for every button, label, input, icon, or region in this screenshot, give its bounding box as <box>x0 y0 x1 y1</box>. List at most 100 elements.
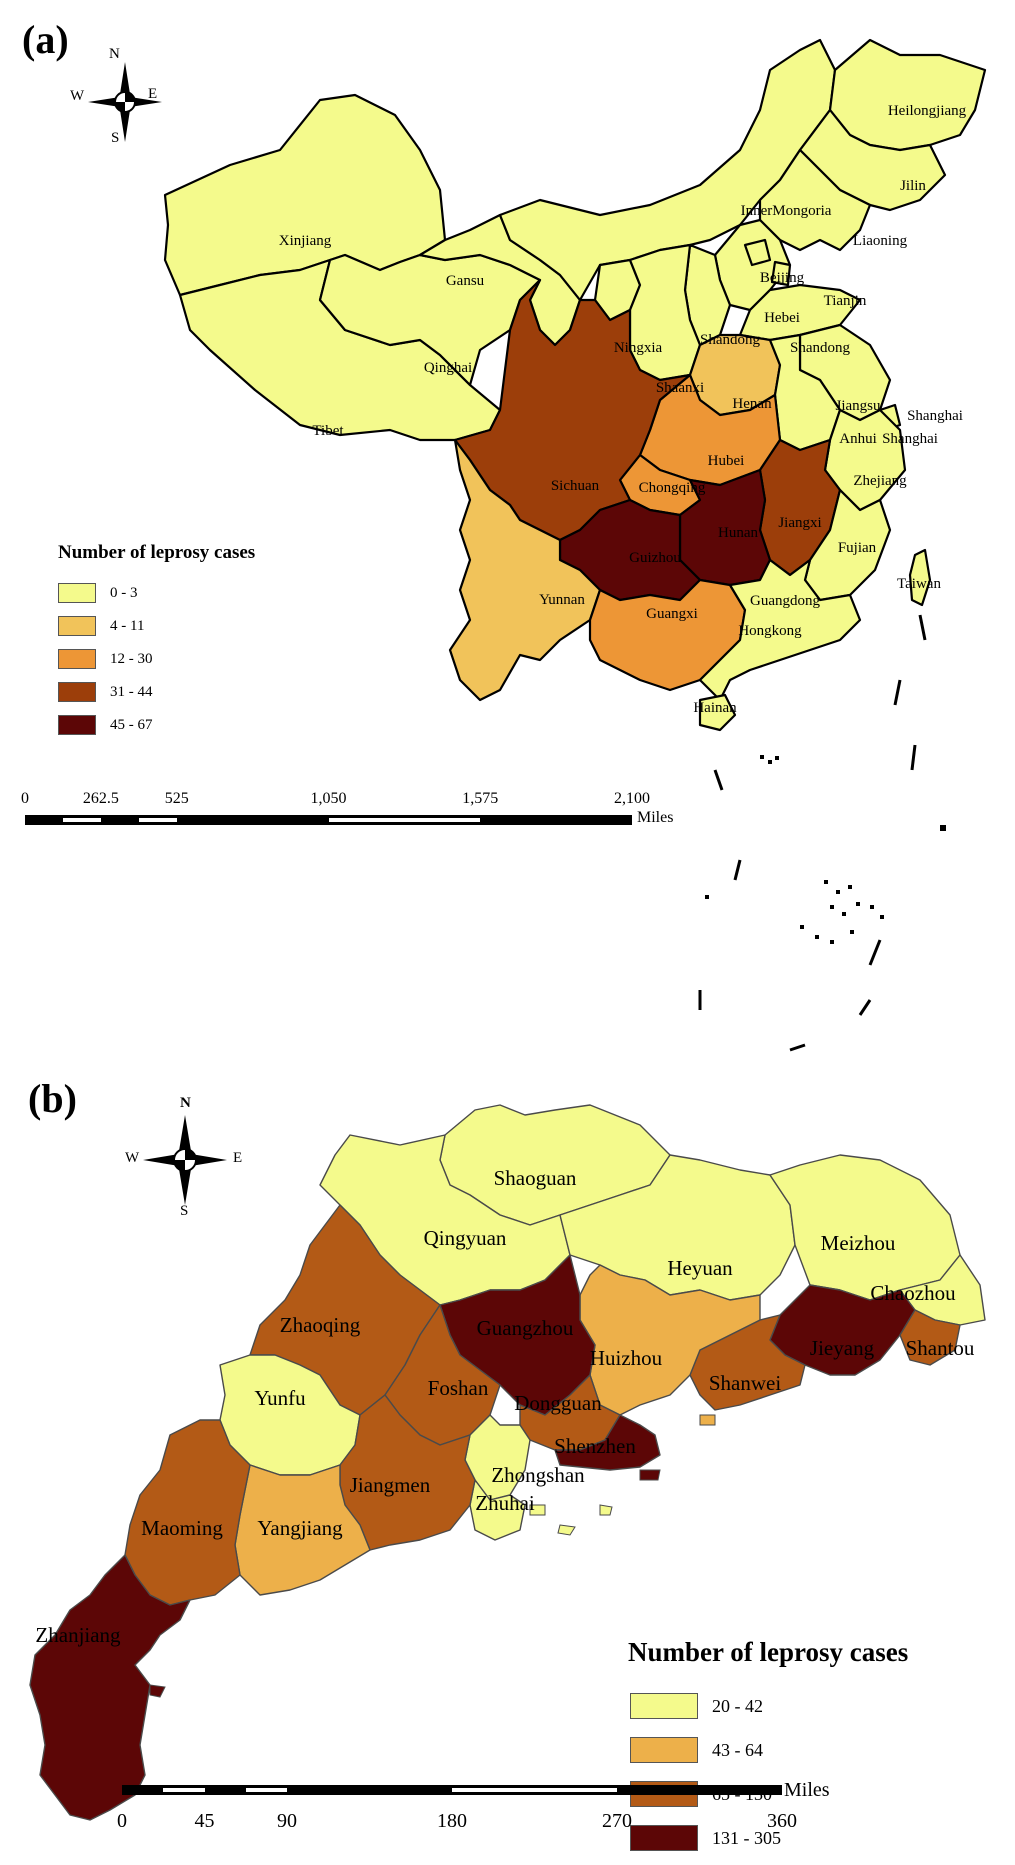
legend-range: 45 - 67 <box>110 716 153 733</box>
scale-tick-label: 360 <box>767 1810 797 1832</box>
label-yangjiang: Yangjiang <box>257 1516 343 1540</box>
city-shantou <box>899 1309 961 1366</box>
label-shantou: Shantou <box>906 1336 975 1360</box>
label-chongqing: Chongqing <box>639 480 706 496</box>
label-tianjin: Tianjin <box>824 293 867 309</box>
scale-tick-label: 0 <box>117 1810 127 1832</box>
label-xinjiang: Xinjiang <box>279 233 332 249</box>
label-shenzhen: Shenzhen <box>554 1434 636 1458</box>
label-meizhou: Meizhou <box>821 1231 896 1255</box>
guangdong-map-svg: Shaoguan Qingyuan Heyuan Meizhou Chaozho… <box>29 1104 986 1821</box>
label-jiangxi: Jiangxi <box>778 515 821 531</box>
scale-tick-label: 1,575 <box>462 790 499 807</box>
label-jilin: Jilin <box>900 178 926 194</box>
label-shaoguan: Shaoguan <box>494 1166 577 1190</box>
city-zhanjiang <box>29 1554 191 1821</box>
label-beijing: Beijing <box>760 270 805 286</box>
legend-swatch <box>58 649 96 669</box>
legend-range: 131 - 305 <box>712 1827 781 1848</box>
legend-swatch <box>630 1693 698 1719</box>
label-henan: Henan <box>732 396 772 412</box>
scale-tick-label: 1,050 <box>310 790 347 807</box>
legend-row: 12 - 30 <box>58 649 153 669</box>
region-heilongjiang <box>828 38 987 152</box>
label-huizhou: Huizhou <box>590 1346 663 1370</box>
label-shanghai-2: Shanghai <box>882 431 938 447</box>
label-guangxi: Guangxi <box>646 606 698 622</box>
legend-swatch <box>58 583 96 603</box>
label-shandong-east: Shandong <box>790 340 851 356</box>
label-guizhou: Guizhou <box>629 550 681 566</box>
label-dongguan: Dongguan <box>514 1391 602 1415</box>
scale-bar-segment <box>328 818 481 822</box>
legend-swatch <box>630 1825 698 1851</box>
legend-a-title: Number of leprosy cases <box>58 542 256 563</box>
legend-range: 20 - 42 <box>712 1695 763 1716</box>
scale-bar-segment <box>62 818 101 822</box>
scale-tick-label: 525 <box>164 790 189 807</box>
scale-tick-label: 180 <box>437 1810 467 1832</box>
city-meizhou <box>769 1154 961 1301</box>
region-tianjin <box>770 260 792 287</box>
legend-row: 4 - 11 <box>58 616 144 636</box>
scale-tick-label: 90 <box>277 1810 297 1832</box>
label-zhongshan: Zhongshan <box>491 1463 585 1487</box>
label-jiangmen: Jiangmen <box>350 1473 431 1497</box>
label-guangzhou: Guangzhou <box>477 1316 574 1340</box>
scale-unit: Miles <box>784 1779 830 1801</box>
legend-row: 31 - 44 <box>58 682 153 702</box>
compass-s: S <box>111 130 120 146</box>
region-liaoning <box>758 148 872 252</box>
compass-w: W <box>125 1150 140 1166</box>
legend-swatch <box>58 682 96 702</box>
label-ningxia: Ningxia <box>614 340 663 356</box>
city-zhuhai <box>469 1479 526 1541</box>
compass-e: E <box>233 1150 243 1166</box>
scale-tick-label: 0 <box>21 790 29 807</box>
label-taiwan: Taiwan <box>897 576 941 592</box>
panel-a-label: (a) <box>22 17 69 62</box>
region-tibet <box>178 258 502 442</box>
coastal-islands <box>149 1414 716 1698</box>
scale-bar-segment <box>245 1788 287 1792</box>
label-guangdong: Guangdong <box>750 593 820 609</box>
region-yunnan <box>448 438 602 702</box>
label-heilongjiang: Heilongjiang <box>888 103 967 119</box>
region-beijing <box>743 238 772 267</box>
nine-dash-line <box>698 614 927 1052</box>
region-hainan <box>698 693 737 732</box>
compass-rose-icon: N S E W <box>125 1095 245 1219</box>
label-liaoning: Liaoning <box>853 233 908 249</box>
south-china-sea-islands <box>705 755 946 944</box>
compass-n: N <box>109 46 120 62</box>
scale-tick-label: 45 <box>194 1810 215 1832</box>
legend-row: 45 - 67 <box>58 715 153 735</box>
label-tibet: Tibet <box>312 423 344 439</box>
legend-b-title: Number of leprosy cases <box>628 1637 909 1667</box>
scale-bar-segment <box>452 1788 617 1792</box>
label-zhanjiang: Zhanjiang <box>35 1623 121 1647</box>
label-foshan: Foshan <box>428 1376 489 1400</box>
label-fujian: Fujian <box>838 540 877 556</box>
label-gansu: Gansu <box>446 273 485 289</box>
legend-range: 0 - 3 <box>110 584 138 601</box>
legend-row: 43 - 64 <box>630 1737 763 1763</box>
label-zhuhai: Zhuhai <box>475 1491 535 1515</box>
label-shanghai: Shanghai <box>907 408 963 424</box>
label-chaozhou: Chaozhou <box>870 1281 956 1305</box>
city-shanwei <box>689 1314 806 1411</box>
region-taiwan <box>908 548 932 607</box>
label-hubei: Hubei <box>708 453 745 469</box>
label-heyuan: Heyuan <box>667 1256 733 1280</box>
legend-row: 0 - 3 <box>58 583 138 603</box>
panel-a-china-map: (a) N S E W <box>21 17 987 1052</box>
scale-bar-segment <box>163 1788 205 1792</box>
panel-b-guangdong-map: (b) N S E W <box>0 1075 1015 1865</box>
label-yunfu: Yunfu <box>254 1386 306 1410</box>
city-shenzhen <box>554 1414 661 1471</box>
label-hunan: Hunan <box>718 525 758 541</box>
compass-e: E <box>148 86 158 102</box>
label-hainan: Hainan <box>693 700 737 716</box>
label-hebei: Hebei <box>764 310 800 326</box>
compass-rose-icon: N S E W <box>70 46 180 152</box>
